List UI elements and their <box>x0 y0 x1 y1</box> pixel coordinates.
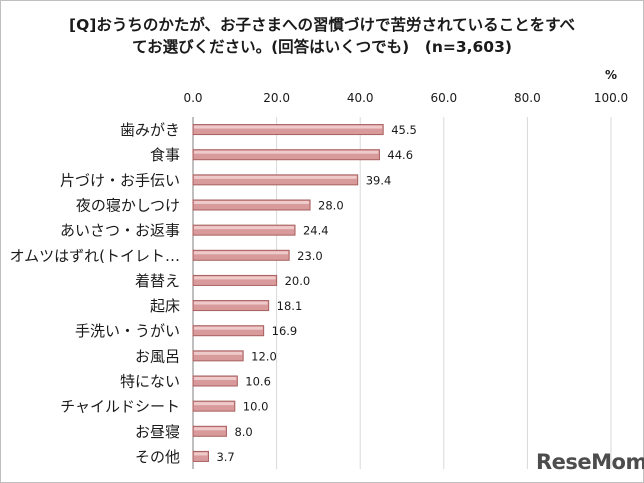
data-label: 24.4 <box>303 224 329 238</box>
category-label: 特にない <box>120 373 180 391</box>
data-label: 12.0 <box>251 349 277 363</box>
data-label: 10.0 <box>243 400 269 414</box>
category-label: 歯みがき <box>120 121 180 139</box>
data-label: 20.0 <box>285 274 311 288</box>
bar-highlight <box>194 427 226 431</box>
data-label: 3.7 <box>216 450 234 464</box>
bar <box>192 224 296 236</box>
category-label: チャイルドシート <box>60 398 180 416</box>
bar-highlight <box>194 326 263 330</box>
x-tick-label: 20.0 <box>263 91 290 105</box>
category-label: 起床 <box>150 297 180 315</box>
bar <box>192 149 380 161</box>
x-tick-label: 100.0 <box>594 91 628 105</box>
bar-highlight <box>194 276 276 280</box>
x-tick-label: 80.0 <box>514 91 541 105</box>
data-label: 8.0 <box>234 425 252 439</box>
category-label: 片づけ・お手伝い <box>60 171 180 189</box>
bar-highlight <box>194 452 208 456</box>
bar <box>192 199 311 211</box>
category-label: オムツはずれ(トイレト… <box>10 247 180 265</box>
data-label: 18.1 <box>277 299 303 313</box>
bar-highlight <box>194 377 237 380</box>
x-tick-label: 60.0 <box>430 91 457 105</box>
bar <box>192 450 209 462</box>
data-label: 39.4 <box>366 173 392 187</box>
bar-highlight <box>194 301 268 305</box>
resemom-logo: ReseMom <box>536 450 644 474</box>
bar <box>192 425 227 437</box>
title-line-1: [Q]おうちのかたが、お子さまへの習慣づけで苦労されていることをすべ <box>69 16 575 34</box>
data-label: 16.9 <box>272 324 298 338</box>
bar <box>192 249 290 261</box>
category-label: あいさつ・お返事 <box>60 222 180 240</box>
category-label: 着替え <box>135 272 180 290</box>
bar <box>192 174 359 186</box>
data-label: 23.0 <box>297 249 323 263</box>
bar-highlight <box>194 150 379 154</box>
bar <box>192 400 236 412</box>
bar-highlight <box>194 402 234 406</box>
category-label: お昼寝 <box>135 423 180 441</box>
category-label: 夜の寝かしつけ <box>76 197 180 215</box>
chart-title: [Q]おうちのかたが、お子さまへの習慣づけで苦労されていることをすべ てお選びく… <box>0 14 644 58</box>
bar <box>192 124 384 136</box>
bar <box>192 274 278 286</box>
bar-highlight <box>194 201 310 204</box>
bar-highlight <box>194 125 383 129</box>
x-tick-label: 0.0 <box>183 91 202 105</box>
bar-highlight <box>194 351 243 355</box>
unit-label: % <box>605 68 617 82</box>
data-label: 44.6 <box>387 148 413 162</box>
bar-highlight <box>194 226 294 230</box>
category-label: 食事 <box>150 146 180 164</box>
title-line-2: てお選びください。(回答はいくつでも) (n=3,603) <box>132 38 512 56</box>
bar <box>192 325 265 337</box>
bar-highlight <box>194 251 289 255</box>
data-label: 10.6 <box>245 375 271 389</box>
data-label: 28.0 <box>318 199 344 213</box>
category-label: その他 <box>135 448 180 466</box>
x-tick-label: 40.0 <box>347 91 374 105</box>
data-label: 45.5 <box>391 123 417 137</box>
category-label: 手洗い・うがい <box>75 322 180 340</box>
category-label: お風呂 <box>135 347 180 365</box>
bar-highlight <box>194 175 357 179</box>
bar <box>192 350 244 362</box>
bar <box>192 300 270 312</box>
bar <box>192 375 238 387</box>
